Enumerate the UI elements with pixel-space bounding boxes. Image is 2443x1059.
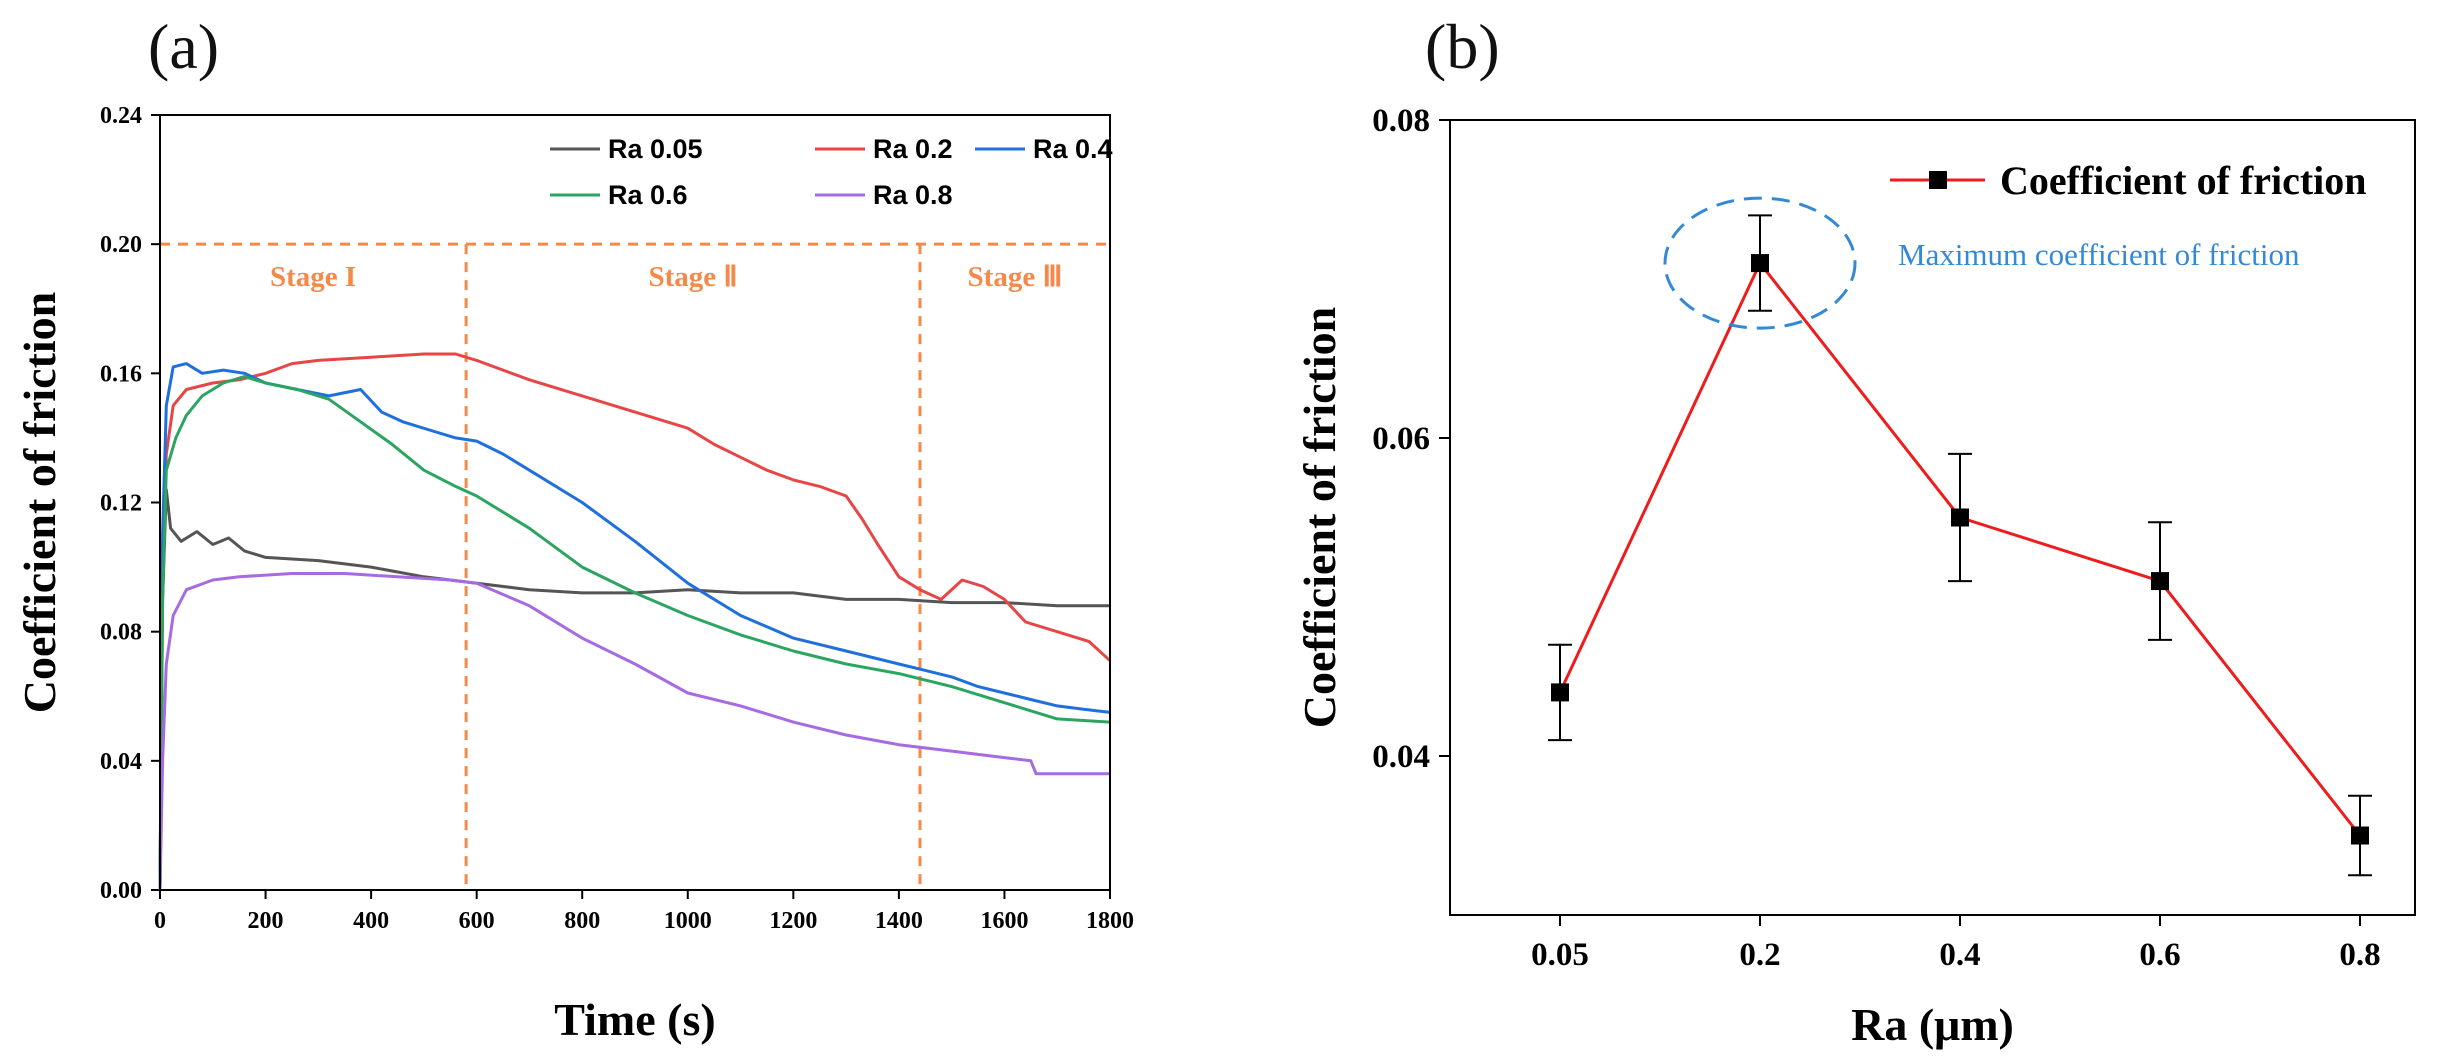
panel-b-label: (b) bbox=[1425, 11, 1500, 82]
panel-a-label: (a) bbox=[148, 11, 219, 82]
panel-b-chart: 0.05 0.2 0.4 0.6 0.8 0.04 0.06 0.08 Ra (μm) Coe… bbox=[1294, 103, 2416, 1050]
series-line-ra-0-6 bbox=[158, 375, 1111, 891]
x-tick-label: 400 bbox=[353, 908, 389, 934]
data-point-marker bbox=[1551, 683, 1569, 702]
panel-a-chart: 0 200 400 600 800 1000 1200 1400 1600 1800 0.00 0.0… bbox=[14, 103, 1134, 1045]
y-tick-label: 0.08 bbox=[1372, 103, 1430, 139]
y-tick-label: 0.06 bbox=[1372, 421, 1430, 457]
x-tick-label: 600 bbox=[459, 908, 495, 934]
panel-a-legend: Ra 0.05 Ra 0.2 Ra 0.4 Ra 0.6 Ra 0.8 bbox=[550, 134, 1113, 210]
x-tick-label: 0 bbox=[154, 908, 166, 934]
panel-b-y-axis-title: Coefficient of friction bbox=[1294, 307, 1345, 729]
panel-b-legend: Coefficient of friction bbox=[1890, 158, 2367, 203]
y-tick-label: 0.20 bbox=[100, 232, 142, 258]
legend-label-cof: Coefficient of friction bbox=[2000, 158, 2367, 203]
stage-label-3: Stage Ⅲ bbox=[968, 261, 1063, 293]
series-line-ra-0-4 bbox=[158, 362, 1111, 891]
panel-a-plot-frame bbox=[159, 114, 1111, 891]
panel-a-x-axis-title: Time (s) bbox=[554, 994, 715, 1045]
y-tick-label: 0.00 bbox=[100, 878, 142, 904]
stage-label-2: Stage Ⅱ bbox=[648, 261, 737, 293]
data-point-marker bbox=[2151, 572, 2169, 591]
x-tick-label: 1000 bbox=[664, 908, 712, 934]
x-tick-label: 1800 bbox=[1086, 908, 1134, 934]
x-tick-label: 0.6 bbox=[2139, 937, 2180, 973]
x-tick-label: 800 bbox=[564, 908, 600, 934]
maximum-highlight-ellipse bbox=[1663, 196, 1857, 330]
series-line-ra-0-05 bbox=[158, 488, 1110, 891]
y-tick-label: 0.04 bbox=[1372, 739, 1430, 775]
x-tick-label: 0.05 bbox=[1531, 937, 1589, 973]
legend-marker-cof bbox=[1929, 171, 1947, 189]
legend-label-ra-005: Ra 0.05 bbox=[608, 134, 703, 164]
maximum-annotation: Maximum coefficient of friction bbox=[1898, 237, 2300, 272]
x-tick-label: 200 bbox=[248, 908, 284, 934]
series-line-ra-0-8 bbox=[158, 572, 1110, 891]
x-tick-label: 1200 bbox=[769, 908, 817, 934]
x-tick-label: 0.2 bbox=[1739, 937, 1780, 973]
panel-b-x-axis-title: Ra (μm) bbox=[1851, 999, 2014, 1050]
legend-label-ra-06: Ra 0.6 bbox=[608, 180, 688, 210]
panel-b-plot-frame bbox=[1449, 119, 2416, 916]
y-tick-label: 0.24 bbox=[100, 103, 142, 129]
x-tick-label: 1400 bbox=[875, 908, 923, 934]
legend-label-ra-02: Ra 0.2 bbox=[873, 134, 953, 164]
series-line-ra-0-2 bbox=[158, 352, 1112, 891]
legend-label-ra-04: Ra 0.4 bbox=[1033, 134, 1113, 164]
data-point-marker bbox=[1951, 508, 1969, 527]
x-tick-label: 1600 bbox=[980, 908, 1028, 934]
data-point-marker bbox=[2351, 826, 2369, 845]
panel-a-y-axis-title: Coefficient of friction bbox=[14, 292, 65, 714]
stage-label-1: Stage I bbox=[270, 261, 356, 293]
y-tick-label: 0.08 bbox=[100, 620, 142, 646]
x-tick-label: 0.8 bbox=[2339, 937, 2380, 973]
x-tick-label: 0.4 bbox=[1939, 937, 1980, 973]
y-tick-label: 0.04 bbox=[100, 749, 142, 775]
y-tick-label: 0.16 bbox=[100, 361, 142, 387]
y-tick-label: 0.12 bbox=[100, 491, 142, 517]
data-point-marker bbox=[1751, 254, 1769, 273]
legend-label-ra-08: Ra 0.8 bbox=[873, 180, 953, 210]
